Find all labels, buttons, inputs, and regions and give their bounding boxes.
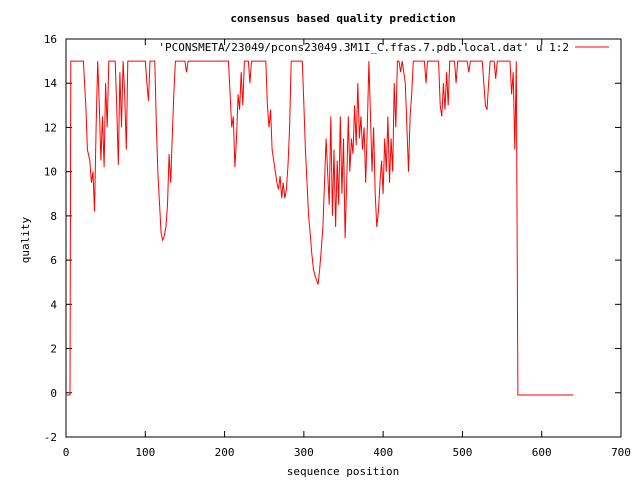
x-tick-label: 700	[611, 446, 631, 459]
y-tick-label: 12	[44, 121, 57, 134]
y-tick-label: -2	[44, 431, 57, 444]
series-line-quality	[66, 60, 574, 396]
y-tick-label: 10	[44, 166, 57, 179]
y-tick-label: 0	[50, 387, 57, 400]
x-axis-label: sequence position	[287, 465, 400, 478]
legend: 'PCONSMETA/23049/pcons23049.3M1I_C.ffas.…	[158, 41, 609, 54]
plot-frame	[65, 38, 622, 438]
x-tick-label: 0	[63, 446, 70, 459]
x-tick-label: 200	[215, 446, 235, 459]
y-tick-label: 4	[50, 298, 57, 311]
x-tick-label: 400	[373, 446, 393, 459]
x-tick-label: 100	[135, 446, 155, 459]
y-tick-label: 6	[50, 254, 57, 267]
y-tick-label: 2	[50, 343, 57, 356]
legend-label: 'PCONSMETA/23049/pcons23049.3M1I_C.ffas.…	[158, 41, 569, 54]
y-axis-label: quality	[19, 216, 32, 263]
y-tick-label: 14	[44, 77, 58, 90]
chart-title: consensus based quality prediction	[230, 12, 455, 25]
x-tick-label: 600	[532, 446, 552, 459]
y-tick-label: 16	[44, 33, 57, 46]
x-tick-label: 500	[452, 446, 472, 459]
x-tick-label: 300	[294, 446, 314, 459]
y-tick-label: 8	[50, 210, 57, 223]
